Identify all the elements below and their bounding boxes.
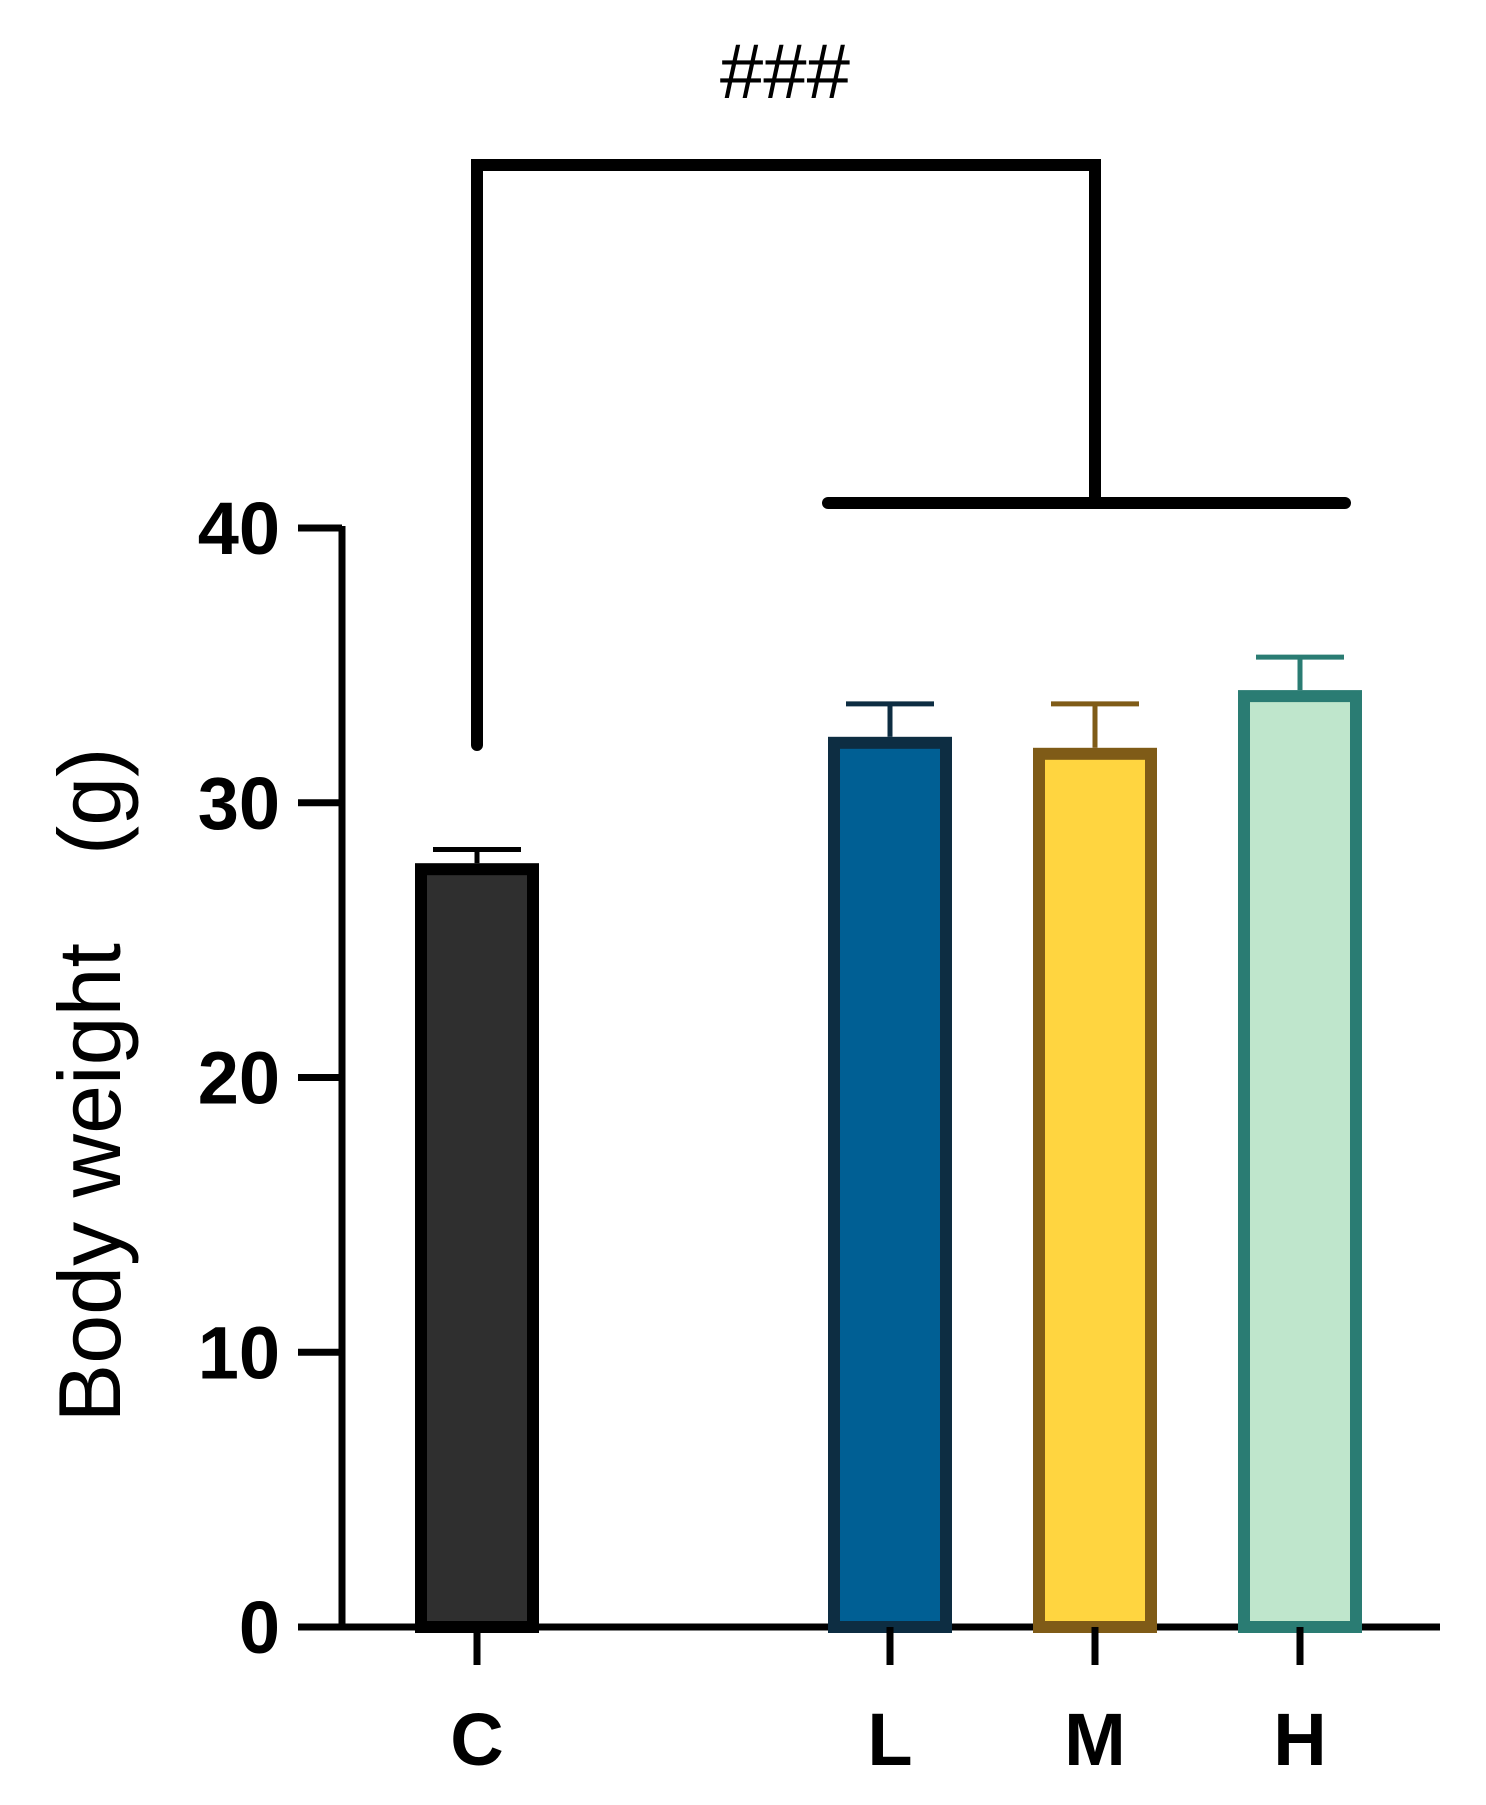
y-axis-title: Body weight (g) xyxy=(40,748,139,1423)
bar-h xyxy=(1238,690,1362,1633)
y-tick-label: 10 xyxy=(198,1311,280,1394)
y-tick-label: 20 xyxy=(198,1037,280,1120)
x-tick-label: L xyxy=(867,1698,912,1781)
bar-c xyxy=(415,863,539,1633)
y-tick-label: 40 xyxy=(198,487,280,570)
bar-l xyxy=(828,736,952,1633)
chart-marks: 0 10 20 30 40 C L M H xyxy=(198,159,1440,1781)
x-tick-label: M xyxy=(1064,1698,1126,1781)
y-tick-label: 30 xyxy=(198,762,280,845)
significance-label: ### xyxy=(720,27,850,115)
y-tick-label: 0 xyxy=(239,1586,280,1669)
x-tick-label: H xyxy=(1273,1698,1326,1781)
bar-m xyxy=(1033,747,1157,1633)
significance-bracket xyxy=(471,159,1101,751)
x-tick-label: C xyxy=(450,1698,503,1781)
